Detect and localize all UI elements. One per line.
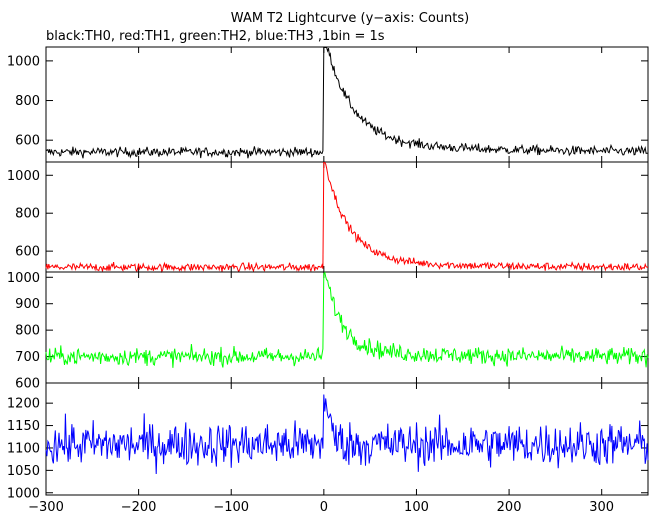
y-tick-label: 1000 xyxy=(7,271,40,286)
panel-frame-TH3 xyxy=(45,382,649,496)
chart-title: WAM T2 Lightcurve (y−axis: Counts) xyxy=(231,11,469,26)
chart-subtitle: black:TH0, red:TH1, green:TH2, blue:TH3 … xyxy=(46,29,385,44)
y-tick-label: 1000 xyxy=(7,54,40,69)
y-tick-label: 800 xyxy=(15,324,40,339)
y-tick-label: 1200 xyxy=(7,397,40,412)
series-line-TH3 xyxy=(45,394,649,475)
x-tick-label: 100 xyxy=(404,500,429,515)
panel-frame-TH1 xyxy=(45,161,649,273)
x-tick-label: −100 xyxy=(213,500,249,515)
y-tick-label: 1150 xyxy=(7,419,40,434)
y-tick-label: 900 xyxy=(15,297,40,312)
series-line-TH1 xyxy=(45,162,648,274)
y-tick-label: 1000 xyxy=(7,486,40,501)
y-tick-label: 1050 xyxy=(7,464,40,479)
y-tick-label: 600 xyxy=(15,245,40,260)
y-tick-label: 600 xyxy=(15,134,40,149)
x-tick-label: −300 xyxy=(28,500,64,515)
y-tick-label: 1100 xyxy=(7,441,40,456)
y-tick-label: 800 xyxy=(15,207,40,222)
series-line-TH0 xyxy=(45,47,648,159)
panel-frame-TH0 xyxy=(45,46,649,163)
x-tick-label: 300 xyxy=(589,500,614,515)
y-tick-label: 600 xyxy=(15,377,40,392)
y-tick-label: 800 xyxy=(15,94,40,109)
x-tick-label: 0 xyxy=(320,500,328,515)
x-tick-label: 200 xyxy=(497,500,522,515)
series-line-TH2 xyxy=(45,271,649,368)
y-tick-label: 1000 xyxy=(7,169,40,184)
x-tick-label: −200 xyxy=(121,500,157,515)
panel-frame-TH2 xyxy=(45,271,649,384)
y-tick-label: 700 xyxy=(15,350,40,365)
